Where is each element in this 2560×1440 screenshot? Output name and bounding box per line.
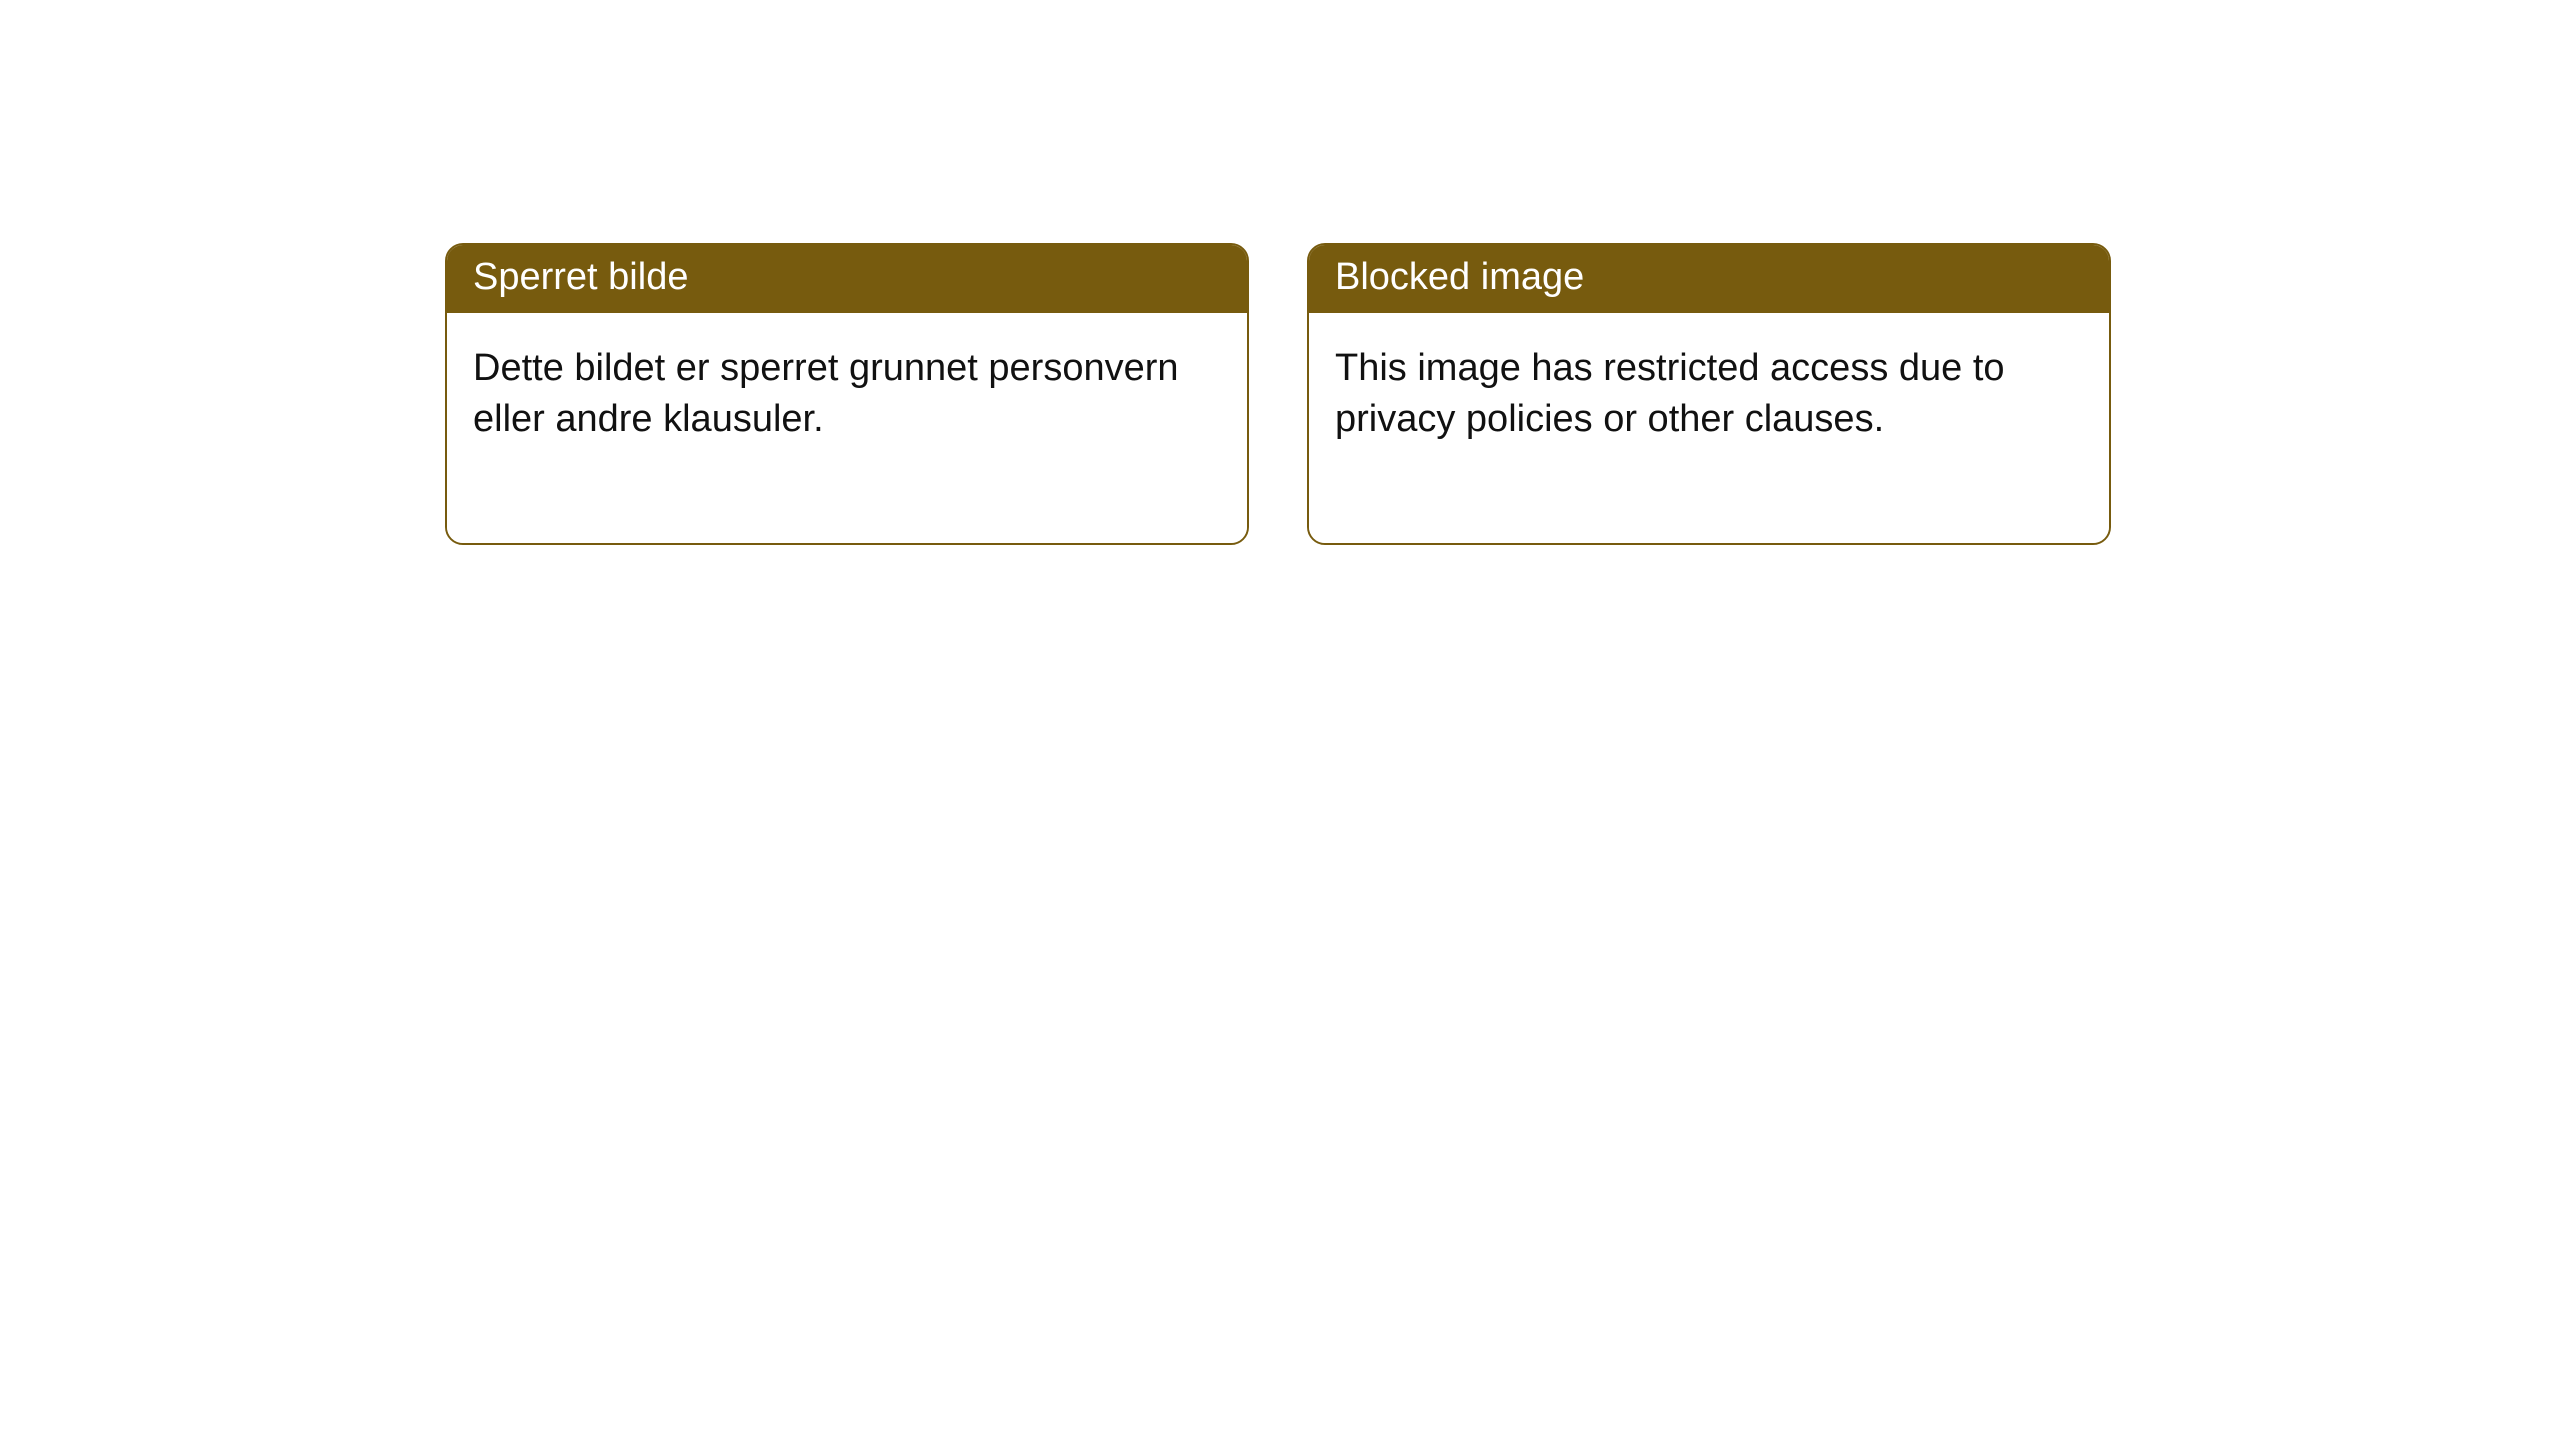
notice-title: Blocked image xyxy=(1309,245,2109,313)
notice-body: Dette bildet er sperret grunnet personve… xyxy=(447,313,1247,543)
notice-body: This image has restricted access due to … xyxy=(1309,313,2109,543)
notice-title: Sperret bilde xyxy=(447,245,1247,313)
notice-card-english: Blocked image This image has restricted … xyxy=(1307,243,2111,545)
notice-panel: Sperret bilde Dette bildet er sperret gr… xyxy=(0,0,2560,545)
notice-card-norwegian: Sperret bilde Dette bildet er sperret gr… xyxy=(445,243,1249,545)
